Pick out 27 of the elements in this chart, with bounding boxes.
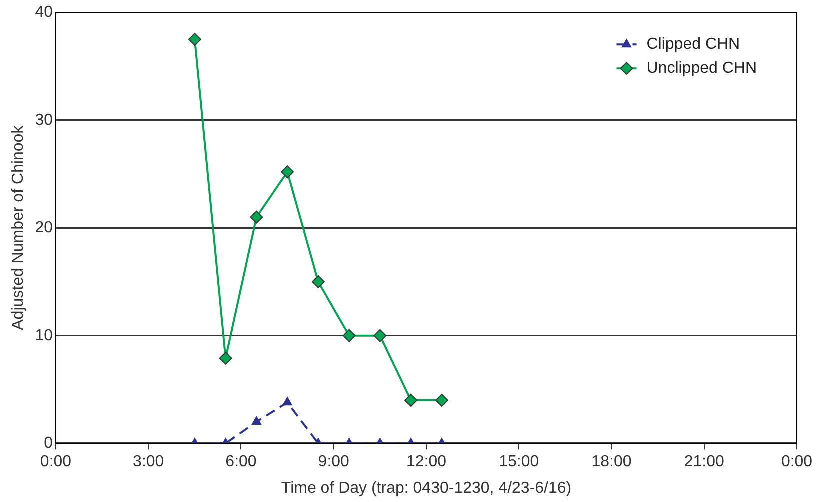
x-tick-label: 6:00 bbox=[226, 454, 257, 471]
point bbox=[281, 166, 294, 179]
x-tick-label: 9:00 bbox=[318, 454, 350, 471]
y-axis-title: Adjusted Number of Chinook bbox=[10, 124, 28, 330]
y-tick-label: 30 bbox=[35, 112, 54, 129]
x-axis-title: Time of Day (trap: 0430-1230, 4/23-6/16) bbox=[281, 480, 572, 497]
point bbox=[312, 275, 325, 288]
legend-label: Clipped CHN bbox=[646, 36, 740, 54]
x-tick-label: 0:00 bbox=[40, 454, 72, 471]
point bbox=[250, 210, 264, 224]
y-tick-label: 20 bbox=[35, 220, 54, 237]
point bbox=[188, 33, 202, 46]
point bbox=[342, 329, 356, 342]
point bbox=[219, 352, 232, 365]
x-tick-label: 18:00 bbox=[592, 454, 632, 471]
point bbox=[374, 329, 387, 342]
point bbox=[282, 397, 292, 406]
point bbox=[252, 416, 262, 426]
x-tick-label: 3:00 bbox=[133, 454, 164, 471]
y-tick-label: 40 bbox=[35, 4, 54, 22]
y-tick-label: 10 bbox=[35, 327, 54, 344]
legend-label: Unclipped CHN bbox=[646, 60, 757, 78]
x-tick-label: 0:00 bbox=[781, 454, 813, 471]
x-tick-label: 15:00 bbox=[499, 454, 540, 471]
x-tick-label: 21:00 bbox=[684, 454, 724, 471]
x-tick-label: 12:00 bbox=[406, 454, 447, 471]
y-tick-label: 0 bbox=[44, 435, 54, 452]
